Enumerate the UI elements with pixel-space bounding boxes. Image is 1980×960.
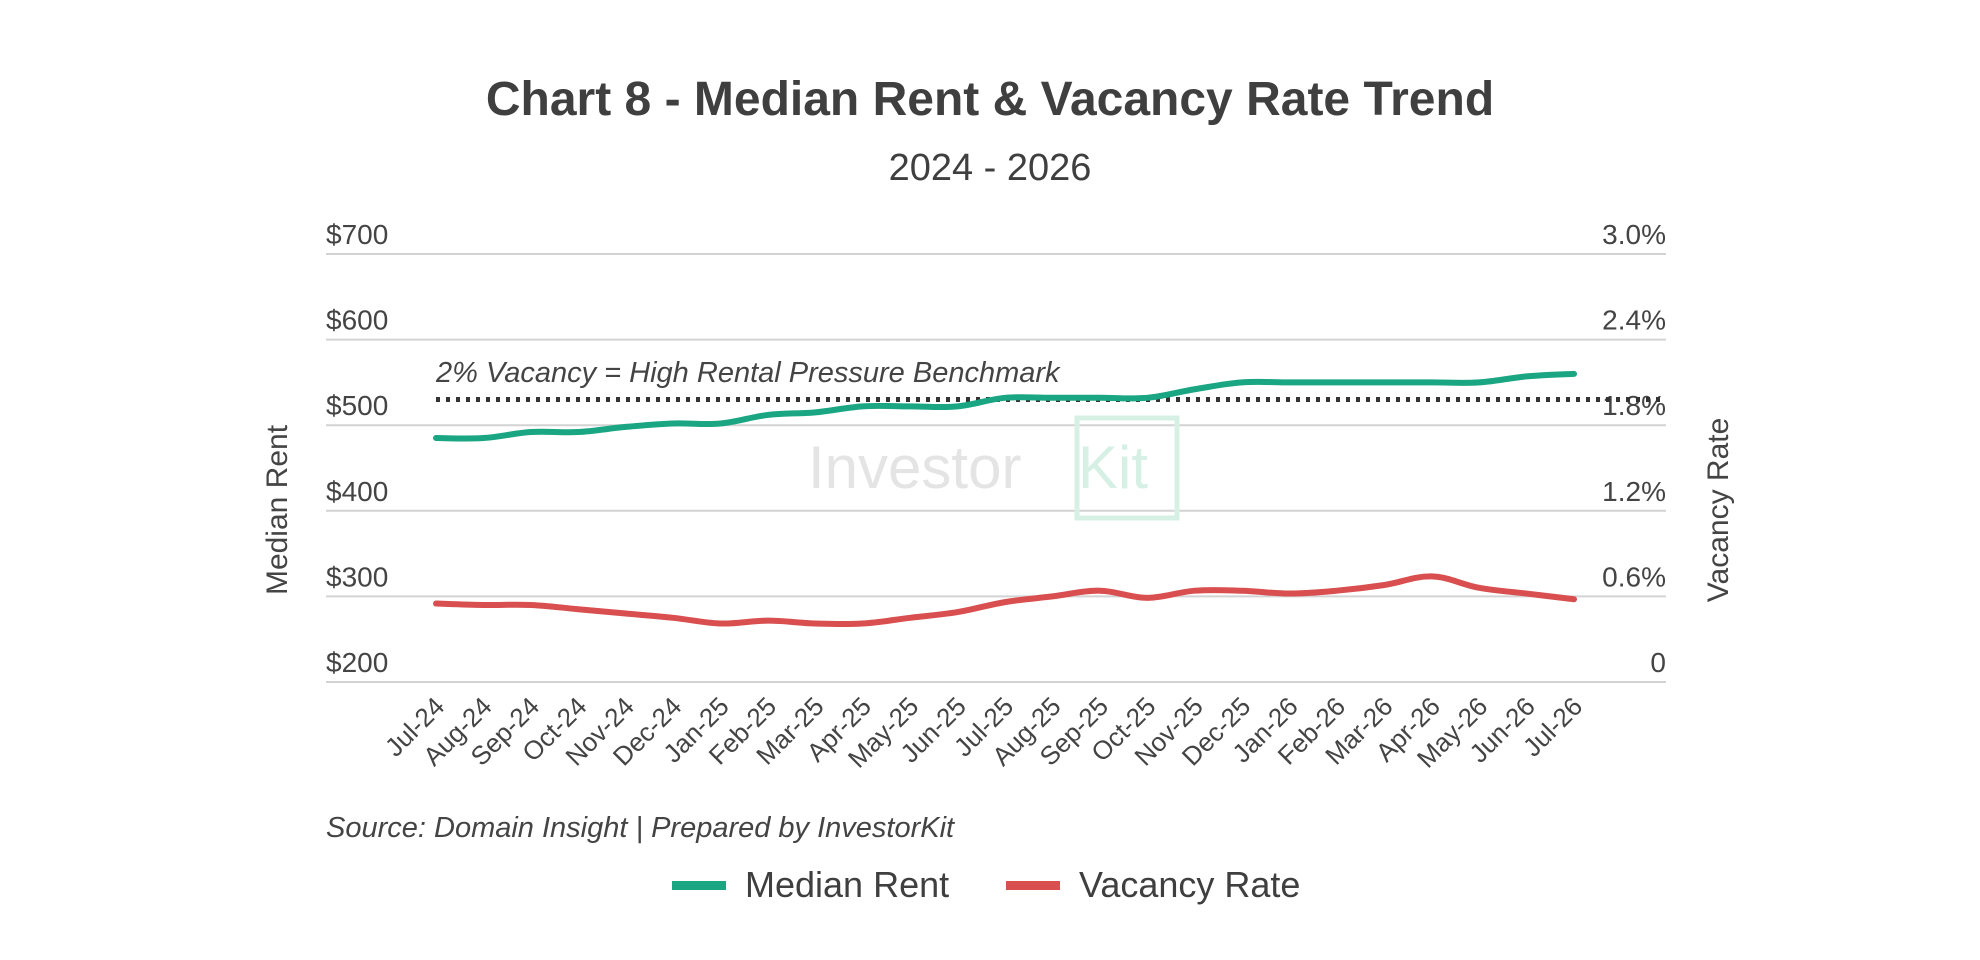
y-left-tick-label: $500 [326,390,388,421]
legend-swatch-median-rent [672,881,726,890]
series-group [433,370,1577,628]
y-axis-left: $700 $600 $500 $400 $300 $200 [326,219,388,678]
y-right-tick-label: 0.6% [1602,561,1666,592]
legend-label-median-rent: Median Rent [745,864,949,905]
watermark-text-kit: Kit [1078,434,1148,501]
y-right-tick-label: 1.8% [1602,390,1666,421]
chart-title: Chart 8 - Median Rent & Vacancy Rate Tre… [486,73,1494,126]
legend-label-vacancy-rate: Vacancy Rate [1079,864,1300,905]
benchmark-group: 2% Vacancy = High Rental Pressure Benchm… [435,357,1664,403]
y-right-tick-label: 2.4% [1602,305,1666,336]
y-left-tick-label: $400 [326,476,388,507]
y-left-tick-label: $200 [326,647,388,678]
y-right-tick-label: 1.2% [1602,476,1666,507]
y-axis-right: 3.0% 2.4% 1.8% 1.2% 0.6% 0 [1602,219,1666,678]
y-axis-left-label: Median Rent [261,424,294,595]
y-left-tick-label: $700 [326,219,388,250]
legend-swatch-vacancy-rate [1006,881,1060,890]
legend: Median Rent Vacancy Rate [672,864,1300,905]
chart-subtitle: 2024 - 2026 [889,147,1092,189]
y-left-tick-label: $600 [326,305,388,336]
watermark-box [1074,415,1180,521]
y-axis-right-label: Vacancy Rate [1702,418,1735,603]
gridlines [326,253,1666,683]
y-right-tick-label: 0 [1650,647,1666,678]
benchmark-label: 2% Vacancy = High Rental Pressure Benchm… [435,357,1061,389]
watermark: Investor Kit [808,415,1180,521]
watermark-text-investor: Investor [808,434,1021,501]
source-note: Source: Domain Insight | Prepared by Inv… [326,812,956,844]
y-right-tick-label: 3.0% [1602,219,1666,250]
x-axis: Jul-24Aug-24Sep-24Oct-24Nov-24Dec-24Jan-… [379,691,1588,774]
series-line-vacancy-rate [433,573,1577,628]
y-left-tick-label: $300 [326,561,388,592]
